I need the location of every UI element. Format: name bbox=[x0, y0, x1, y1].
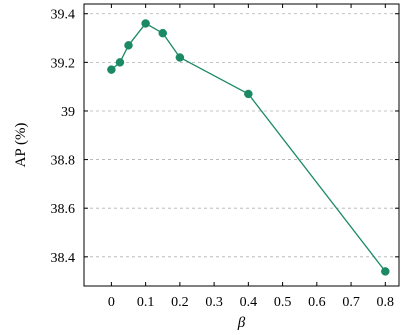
y-tick-labels: 38.4 38.6 38.8 39 39.2 39.4 bbox=[51, 8, 76, 266]
series-layer bbox=[107, 19, 390, 276]
x-tick-label: 0.8 bbox=[377, 295, 395, 310]
y-tick-label: 39 bbox=[61, 105, 75, 120]
data-point bbox=[244, 89, 253, 99]
y-tick-label: 39.2 bbox=[51, 56, 76, 71]
data-point bbox=[158, 28, 167, 38]
y-tick-label: 38.4 bbox=[51, 251, 76, 266]
data-point bbox=[107, 65, 116, 74]
x-tick-label: 0.7 bbox=[342, 295, 360, 310]
x-tick-label: 0.2 bbox=[171, 295, 189, 310]
y-tick-label: 39.4 bbox=[51, 8, 76, 23]
y-axis-label: AP (%) bbox=[13, 123, 29, 168]
y-tick-label: 38.6 bbox=[51, 202, 76, 217]
axis-ticks bbox=[84, 4, 399, 286]
x-tick-labels: 0 0.1 0.2 0.3 0.4 0.5 0.6 0.7 0.8 bbox=[108, 295, 394, 310]
plot-frame bbox=[83, 3, 400, 287]
x-tick-label: 0.3 bbox=[205, 295, 223, 310]
data-point bbox=[141, 19, 150, 28]
x-tick-label: 0.6 bbox=[308, 295, 326, 310]
x-tick-label: 0.4 bbox=[240, 295, 258, 310]
x-tick-label: 0.5 bbox=[274, 295, 292, 310]
series-line bbox=[110, 22, 386, 272]
data-point bbox=[124, 41, 133, 50]
y-tick-label: 38.8 bbox=[51, 154, 76, 169]
x-axis-label: β bbox=[237, 315, 246, 331]
data-point bbox=[381, 267, 390, 276]
data-point bbox=[115, 58, 125, 67]
grid-lines bbox=[84, 13, 399, 258]
x-tick-label: 0 bbox=[108, 295, 115, 310]
x-tick-label: 0.1 bbox=[137, 295, 155, 310]
data-point bbox=[175, 53, 185, 62]
